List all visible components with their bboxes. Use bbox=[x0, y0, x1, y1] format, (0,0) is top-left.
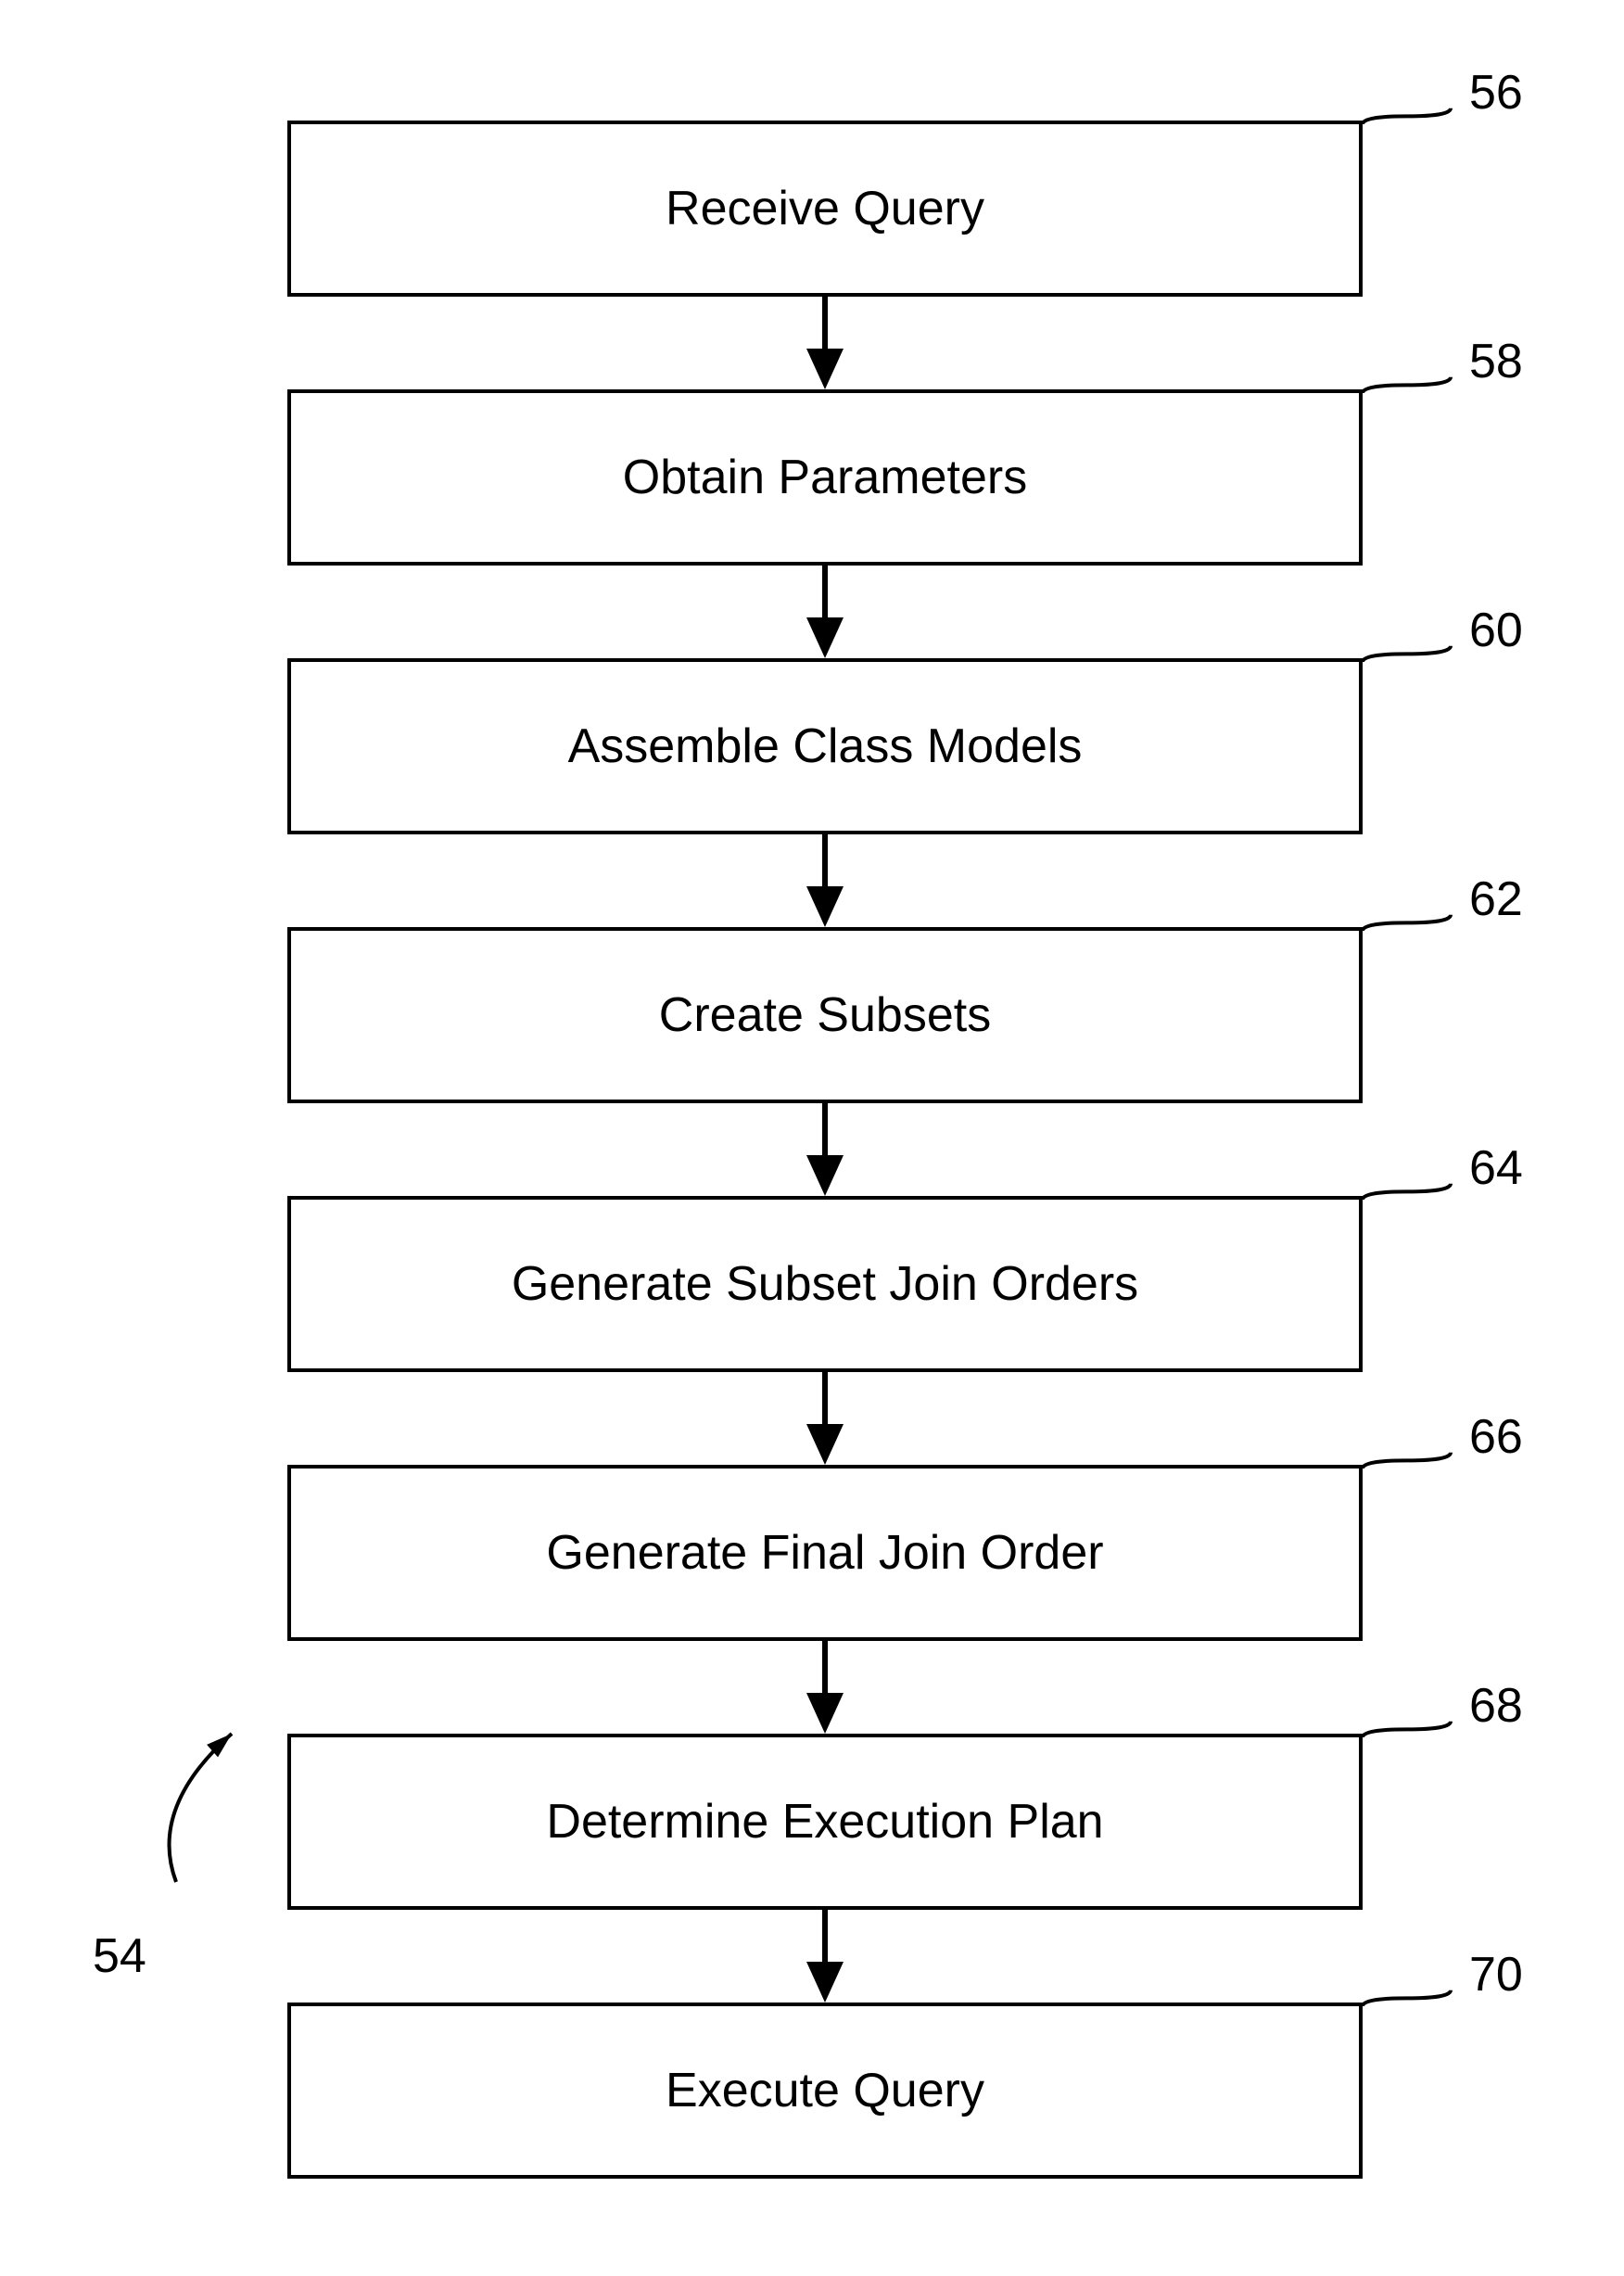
flow-step-box: Obtain Parameters bbox=[287, 389, 1363, 566]
flow-arrow bbox=[806, 297, 844, 389]
flow-step-box: Assemble Class Models bbox=[287, 658, 1363, 834]
flow-arrow bbox=[806, 1910, 844, 2003]
diagram-id-arrow bbox=[170, 1734, 233, 1882]
flow-step-id-label: 64 bbox=[1469, 1140, 1523, 1196]
flow-step-box: Generate Subset Join Orders bbox=[287, 1196, 1363, 1372]
flow-arrow bbox=[806, 566, 844, 658]
flow-step-text: Determine Execution Plan bbox=[546, 1794, 1103, 1850]
diagram-id-label: 54 bbox=[93, 1928, 146, 1984]
flow-step-text: Generate Final Join Order bbox=[546, 1525, 1103, 1581]
flow-step-text: Assemble Class Models bbox=[568, 718, 1083, 774]
flow-step-text: Obtain Parameters bbox=[623, 450, 1027, 505]
flow-arrow bbox=[806, 1372, 844, 1465]
flow-step-id-label: 66 bbox=[1469, 1409, 1523, 1465]
flow-step-id-label: 62 bbox=[1469, 871, 1523, 927]
flowchart-canvas: Receive Query 56 Obtain Parameters 58 Assemb… bbox=[0, 0, 1624, 2276]
flow-step-id-label: 58 bbox=[1469, 334, 1523, 389]
flow-step-box: Determine Execution Plan bbox=[287, 1734, 1363, 1910]
flow-step-text: Create Subsets bbox=[659, 987, 991, 1043]
arrows-layer bbox=[0, 0, 1624, 2276]
flow-step-text: Execute Query bbox=[666, 2063, 984, 2118]
flow-arrow bbox=[806, 1641, 844, 1734]
flow-step-box: Execute Query bbox=[287, 2003, 1363, 2179]
flow-step-id-label: 68 bbox=[1469, 1678, 1523, 1734]
flow-arrow bbox=[806, 834, 844, 927]
flow-step-id-label: 56 bbox=[1469, 65, 1523, 121]
flow-step-id-label: 60 bbox=[1469, 603, 1523, 658]
flow-step-id-label: 70 bbox=[1469, 1947, 1523, 2003]
flow-step-text: Generate Subset Join Orders bbox=[512, 1256, 1138, 1312]
flow-step-box: Generate Final Join Order bbox=[287, 1465, 1363, 1641]
flow-step-text: Receive Query bbox=[666, 181, 984, 236]
flow-step-box: Receive Query bbox=[287, 121, 1363, 297]
flow-step-box: Create Subsets bbox=[287, 927, 1363, 1103]
flow-arrow bbox=[806, 1103, 844, 1196]
